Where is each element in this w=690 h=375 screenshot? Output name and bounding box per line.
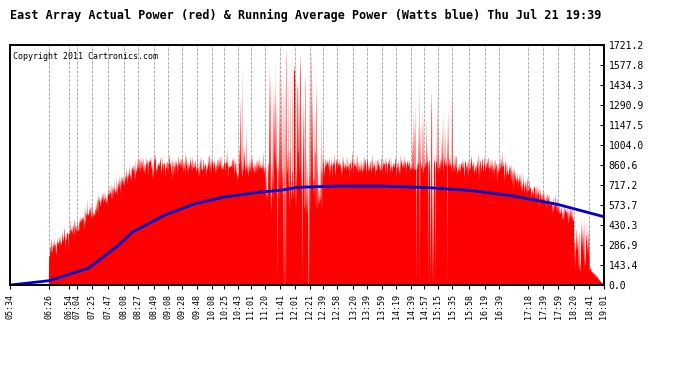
Text: East Array Actual Power (red) & Running Average Power (Watts blue) Thu Jul 21 19: East Array Actual Power (red) & Running …	[10, 9, 602, 22]
Text: Copyright 2011 Cartronics.com: Copyright 2011 Cartronics.com	[13, 52, 158, 61]
